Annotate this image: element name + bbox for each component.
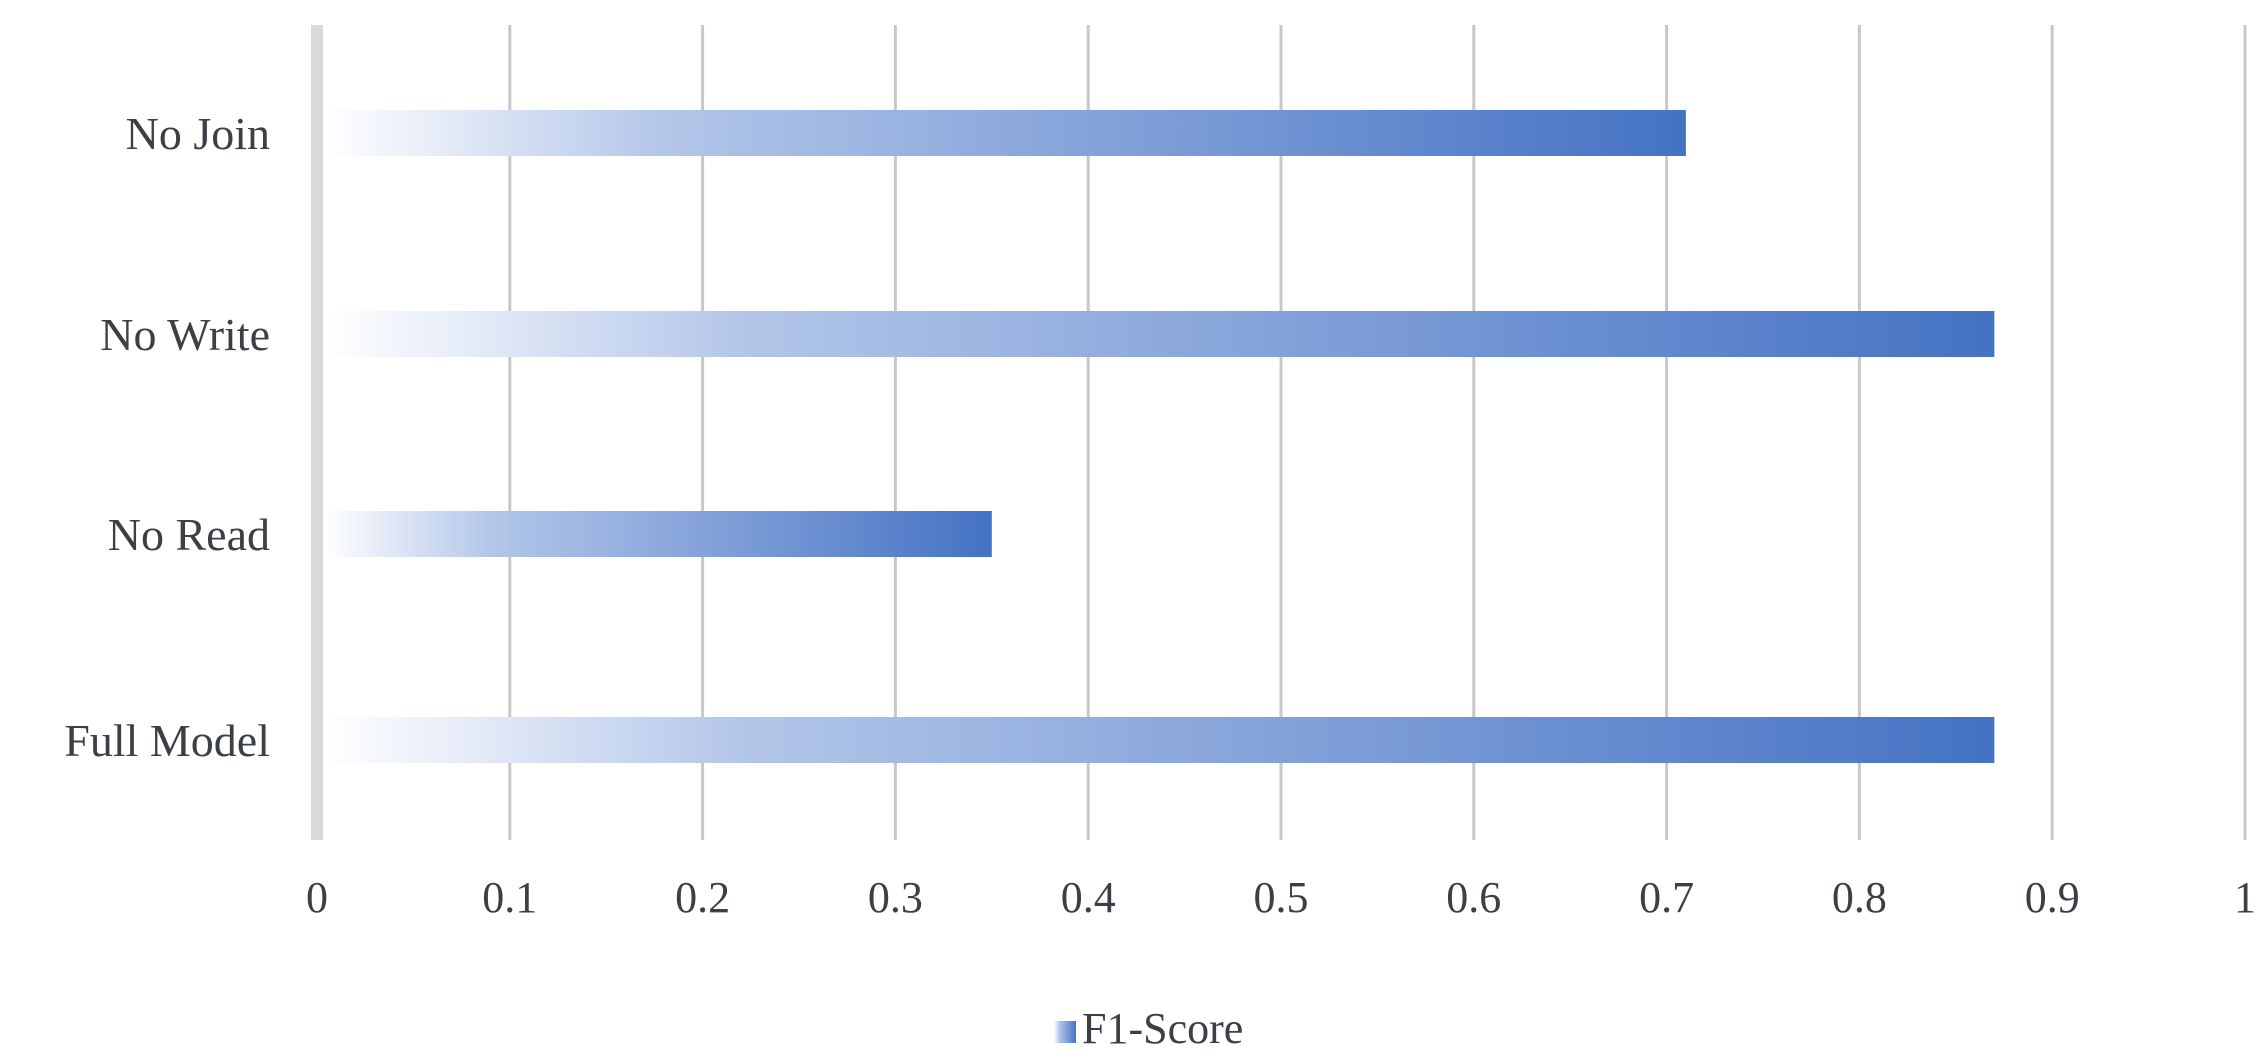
legend: F1-Score <box>1054 1004 1243 1053</box>
x-tick-labels: 0 0.1 0.2 0.3 0.4 0.5 0.6 0.7 0.8 0.9 1 <box>306 873 2256 922</box>
bar-full-model <box>323 717 1995 763</box>
x-tick-label: 0.1 <box>482 873 537 922</box>
x-tick-label: 0.9 <box>2025 873 2080 922</box>
bar-no-write <box>323 311 1995 357</box>
x-tick-label: 0 <box>306 873 328 922</box>
bars <box>323 110 1995 763</box>
x-tick-label: 0.4 <box>1061 873 1116 922</box>
x-tick-label: 0.6 <box>1446 873 1501 922</box>
category-label: No Read <box>108 509 270 560</box>
x-tick-label: 0.7 <box>1639 873 1694 922</box>
x-tick-label: 0.8 <box>1832 873 1887 922</box>
legend-swatch <box>1054 1021 1076 1043</box>
grid-lines <box>508 25 2247 840</box>
bar-no-join <box>323 110 1686 156</box>
x-tick-label: 0.2 <box>675 873 730 922</box>
x-tick-label: 0.3 <box>868 873 923 922</box>
legend-label: F1-Score <box>1082 1004 1243 1053</box>
category-label: No Write <box>100 309 270 360</box>
x-tick-label: 1 <box>2234 873 2256 922</box>
bar-no-read <box>323 511 992 557</box>
x-tick-label: 0.5 <box>1254 873 1309 922</box>
category-labels: No Join No Write No Read Full Model <box>64 108 270 766</box>
category-label: Full Model <box>64 715 270 766</box>
category-label: No Join <box>126 108 270 159</box>
